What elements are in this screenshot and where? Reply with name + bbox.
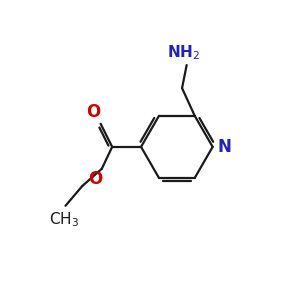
Text: O: O bbox=[87, 103, 101, 121]
Text: NH$_2$: NH$_2$ bbox=[167, 44, 200, 62]
Text: O: O bbox=[88, 170, 102, 188]
Text: CH$_3$: CH$_3$ bbox=[49, 210, 80, 229]
Text: N: N bbox=[218, 138, 232, 156]
